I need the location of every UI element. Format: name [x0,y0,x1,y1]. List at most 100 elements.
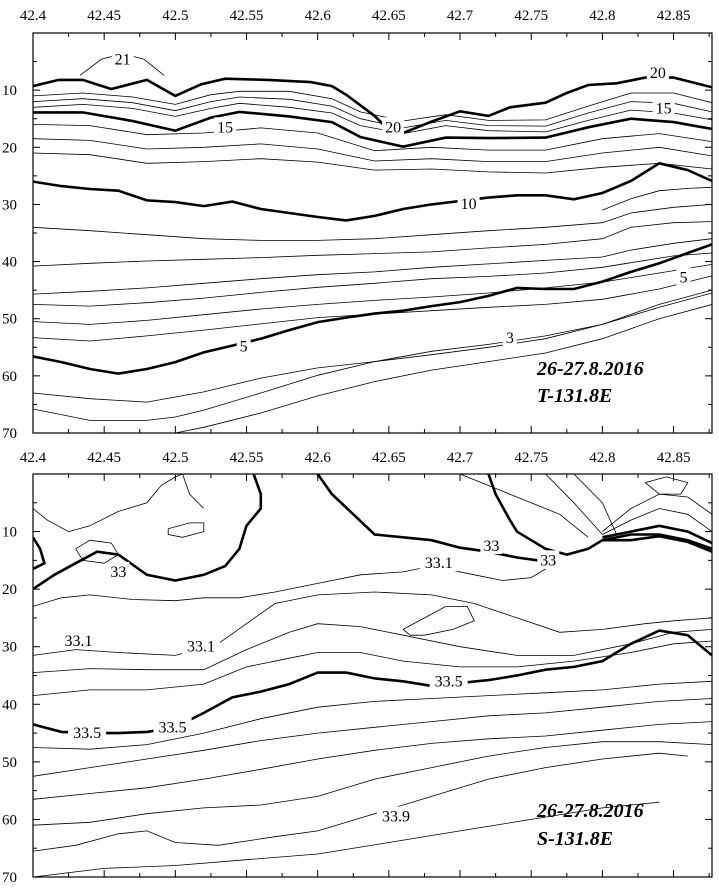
x-tick-label: 42.4 [20,8,47,24]
isoline-label: 33.5 [159,719,187,736]
isoline-33-0a [33,474,263,591]
isoline-label-background [214,117,237,136]
isoline-label-background [652,98,675,117]
isoline-label-background [382,117,405,136]
isoline-10 [33,161,712,222]
y-tick-label: 20 [2,140,17,156]
isoline-label: 33.9 [382,809,410,826]
isoline-34-0 [33,752,688,852]
isoline-32-9b [545,474,603,535]
y-tick-label: 60 [2,369,17,385]
isoline-label: 33.5 [435,673,463,690]
y-tick-label: 30 [2,640,17,656]
x-tick-label: 42.45 [87,8,121,24]
isoline-label: 20 [385,119,401,136]
x-tick-label: 42.55 [230,8,264,24]
isoline-label-background [502,328,517,347]
temperature-section-panel: 42.4 42.45 42.5 42.55 42.6 42.65 42.7 42.75 42.8… [2,8,713,442]
isoline-label-background [429,671,468,690]
isoline-label: 15 [656,100,672,117]
salinity-isolines [33,474,712,877]
y-tick-label: 70 [2,870,17,886]
x-tick-label: 42.5 [162,8,188,24]
isoline-label: 10 [461,196,477,213]
isoline-label-background [457,193,480,212]
isoline-label-background [111,49,134,68]
x-tick-label: 42.65 [372,450,406,466]
isoline-34-1 [33,801,660,877]
isoline-20 [33,76,712,135]
temperature-x-tick-labels: 42.4 42.45 42.5 42.55 42.6 42.65 42.7 42.75 42.8… [20,8,691,24]
isoline-7 [33,221,712,267]
isoline-label-background [676,267,691,286]
salinity-isoline-labels: 33 33.1 33 33 33.1 33.1 33.5 33.5 33.5 33.9 [59,535,560,826]
isoline-6 [33,238,712,295]
isoline-33-0e [33,474,205,533]
isoline-19 [33,96,712,129]
x-tick-label: 42.85 [657,8,691,24]
isoline-18 [33,102,712,135]
isoline-15 [33,110,712,149]
isoline-2-5 [175,304,712,433]
x-tick-label: 42.65 [372,8,406,24]
isoline-33-9 [33,741,712,826]
salinity-caption-date: 26-27.8.2016 [536,800,644,822]
isoline-label: 33.1 [187,639,215,656]
x-tick-label: 42.75 [514,450,548,466]
isoline-32-5 [602,534,712,553]
isoline-33-05b [167,522,205,538]
isoline-label: 5 [240,339,248,356]
x-tick-label: 42.4 [20,450,47,466]
x-tick-label: 42.45 [87,450,121,466]
isoline-33-8 [33,721,712,800]
x-tick-label: 42.55 [230,450,264,466]
isoline-8 [33,204,712,241]
x-tick-label: 42.75 [514,8,548,24]
isoline-33-3 [33,623,712,673]
isoline-label-background [376,806,415,825]
isoline-33-2 [33,591,712,656]
isoline-5b [33,264,712,325]
y-tick-label: 10 [2,83,17,99]
isoline-label-background [153,717,192,736]
isoline-label: 20 [650,65,666,82]
x-tick-label: 42.6 [305,8,332,24]
isoline-33-0c [487,474,712,556]
isoline-14 [33,124,712,152]
isoline-label: 33 [110,564,126,581]
y-tick-label: 70 [2,426,17,442]
isoline-33-1 [33,565,546,607]
isoline-label-background [537,550,560,569]
temperature-isoline-labels: 21 20 20 15 15 10 5 5 3 [111,49,691,356]
y-tick-label: 10 [2,525,17,541]
isoline-label: 33.1 [425,555,453,572]
y-tick-label: 30 [2,197,17,213]
isoline-9 [602,186,712,211]
isoline-label-background [181,636,220,655]
y-tick-label: 60 [2,812,17,828]
isoline-33-15 [402,606,475,636]
isoline-label-background [419,553,458,572]
isoline-label-background [68,723,107,742]
isoline-33-7 [33,698,712,777]
isoline-label: 21 [115,51,131,68]
salinity-caption-section: S-131.8E [537,828,613,850]
isoline-5 [33,243,712,375]
isoline-label: 5 [680,270,688,287]
temperature-caption-date: 26-27.8.2016 [536,358,644,380]
x-tick-label: 42.7 [447,450,474,466]
isoline-33-0d [316,474,539,562]
temperature-y-tick-labels: 10 20 30 40 50 60 70 [2,83,17,442]
temperature-axes [32,32,713,434]
y-tick-label: 40 [2,697,17,713]
isoline-label: 33.1 [65,633,93,650]
isoline-5a [33,275,712,342]
isoline-label: 3 [506,330,514,347]
isoline-label: 33 [540,552,556,569]
isoline-label-background [59,630,98,649]
y-tick-label: 50 [2,755,17,771]
y-tick-label: 50 [2,312,17,328]
isoline-33-4 [33,640,712,696]
isoline-3 [33,289,712,421]
